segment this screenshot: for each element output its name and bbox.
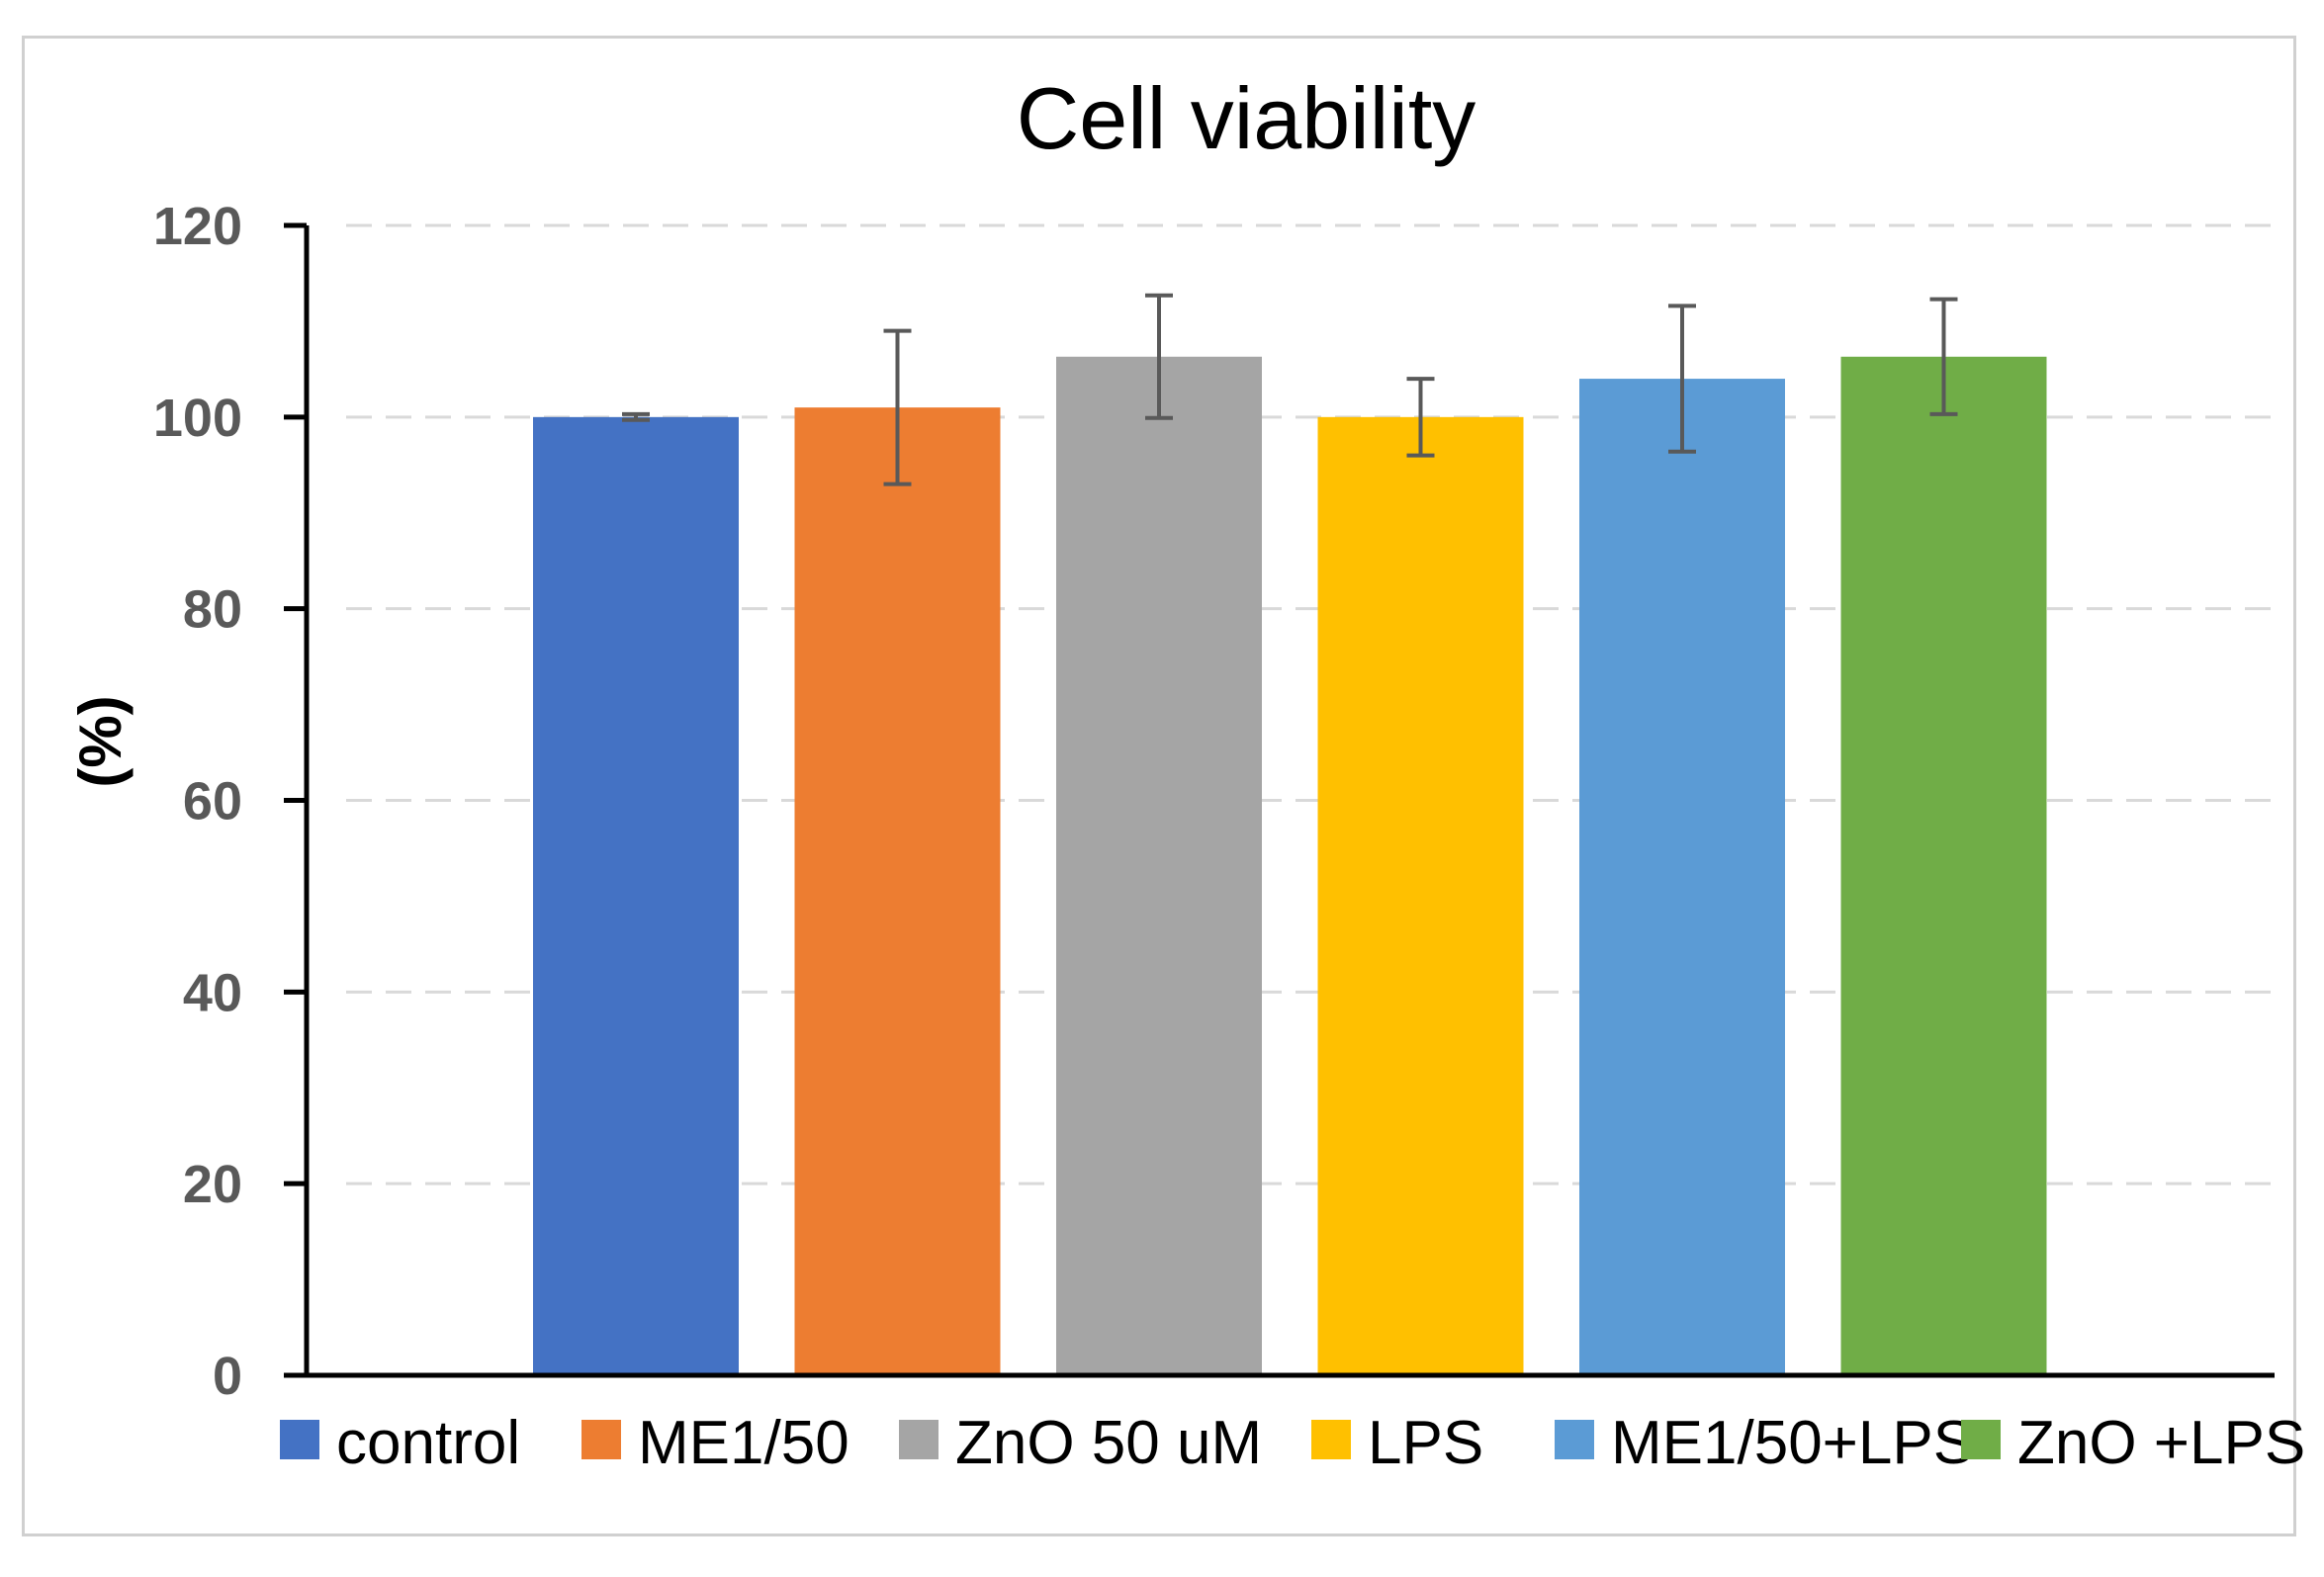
legend-label: ME1/50+LPS [1611, 1409, 1974, 1477]
bar [1317, 416, 1524, 1375]
axes [284, 222, 2275, 1378]
legend-label: ZnO +LPS [2017, 1409, 2305, 1477]
legend-swatch [280, 1420, 319, 1459]
legend-label: ME1/50 [638, 1409, 849, 1477]
y-tick-label: 40 [183, 963, 242, 1022]
bar [1056, 356, 1262, 1375]
y-tick-label: 120 [153, 197, 242, 256]
error-bars [622, 293, 1958, 486]
y-tick-label: 60 [183, 772, 242, 832]
bar [533, 416, 739, 1375]
legend-label: ZnO 50 uM [955, 1409, 1262, 1477]
legend-swatch [1961, 1420, 2001, 1459]
legend-label: LPS [1368, 1409, 1483, 1477]
legend-swatch [581, 1420, 621, 1459]
bar [794, 407, 1001, 1375]
legend-swatch [899, 1420, 939, 1459]
y-tick-label: 0 [213, 1347, 242, 1406]
legend-label: control [336, 1409, 520, 1477]
y-tick-label: 20 [183, 1155, 242, 1214]
chart-title: Cell viability [1017, 69, 1476, 167]
y-tick-label: 100 [153, 389, 242, 448]
legend: control ME1/50 ZnO 50 uM LPS ME1/50+LPS ZnO +… [280, 1409, 2305, 1477]
y-tick-label: 80 [183, 580, 242, 640]
y-tick-labels: 0 20 40 60 80 100 120 [153, 197, 242, 1406]
y-axis-label: (%) [67, 695, 134, 787]
bar [1579, 379, 1785, 1376]
bars [533, 356, 2047, 1376]
bar [1840, 356, 2047, 1375]
legend-swatch [1311, 1420, 1351, 1459]
legend-swatch [1555, 1420, 1594, 1459]
